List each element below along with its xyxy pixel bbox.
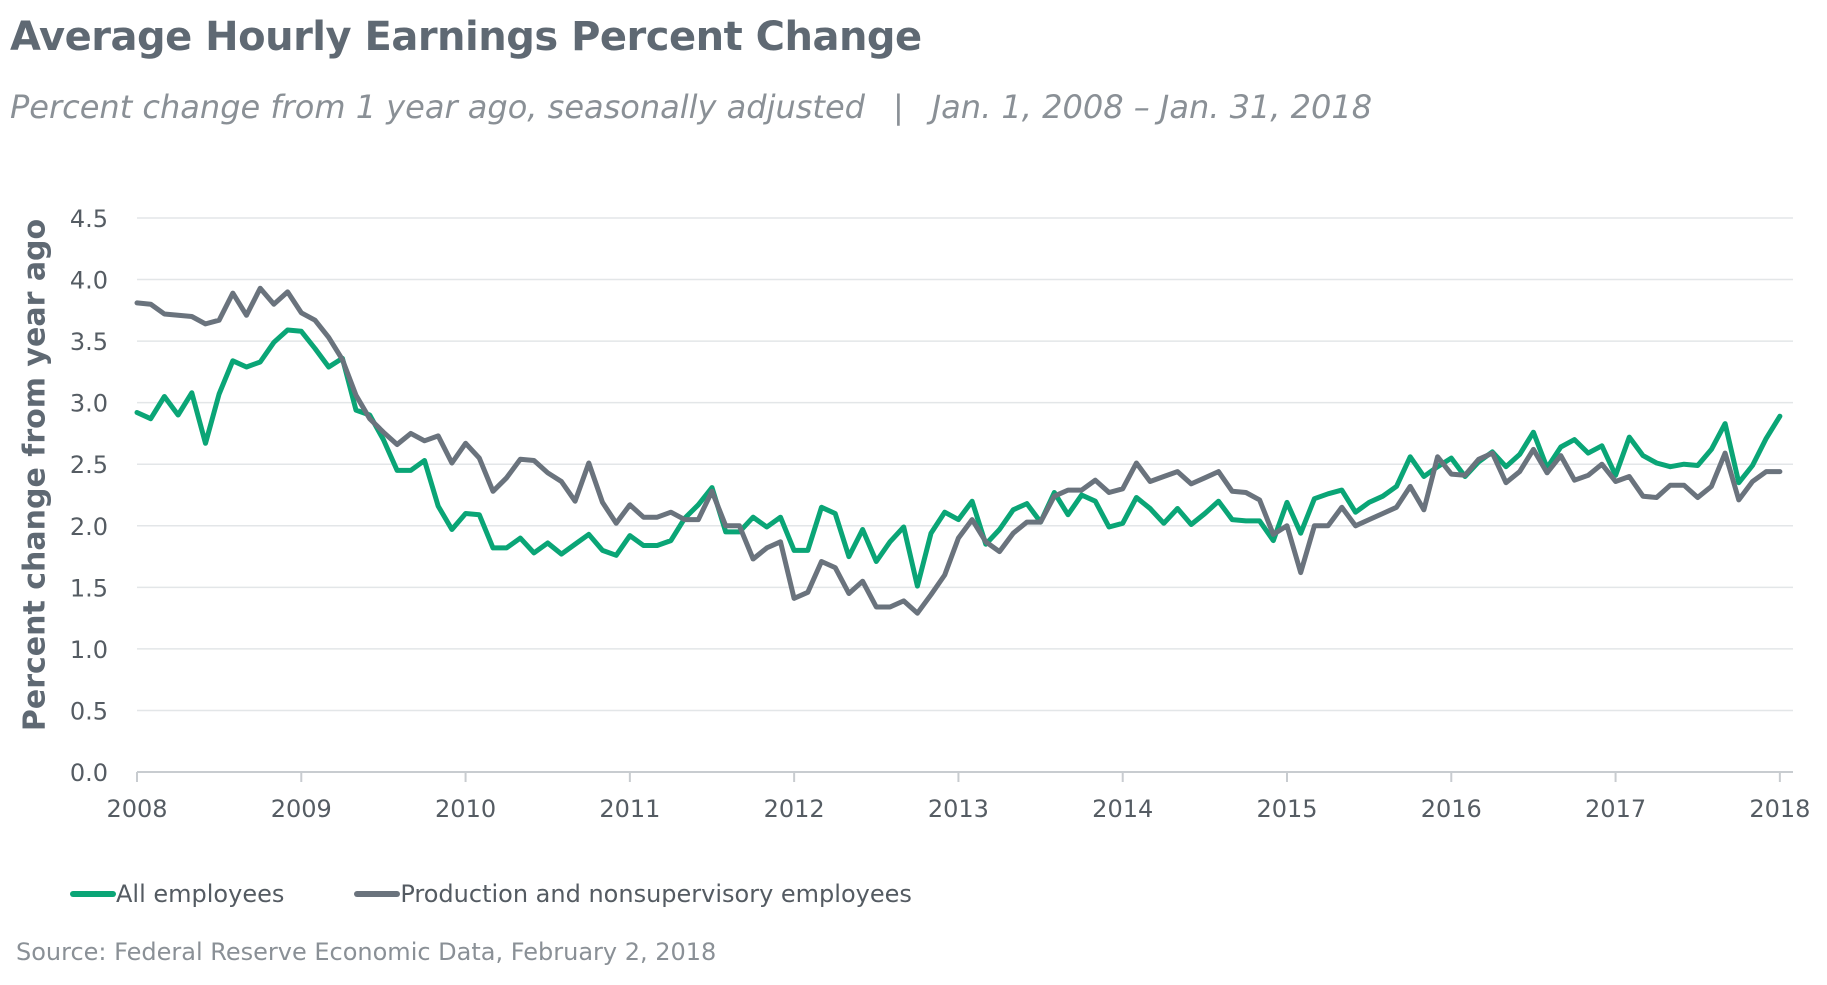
legend-item-production-employees: Production and nonsupervisory employees [354,880,912,908]
series-line-all [134,327,1783,589]
y-tick-label: 0.5 [70,697,108,725]
subtitle-description: Percent change from 1 year ago, seasonal… [10,88,865,126]
series-lines [134,285,1783,616]
subtitle-date-range: Jan. 1, 2008 – Jan. 31, 2018 [931,88,1373,126]
legend-swatch-all-employees [70,891,116,897]
x-tick-label: 2011 [599,795,660,823]
x-tick-label: 2008 [106,795,167,823]
chart-subtitle: Percent change from 1 year ago, seasonal… [10,88,1372,126]
y-tick-label: 3.5 [70,328,108,356]
chart-title: Average Hourly Earnings Percent Change [10,14,922,60]
y-tick-label: 2.0 [70,513,108,541]
y-tick-label: 2.5 [70,451,108,479]
x-tick-label: 2012 [764,795,825,823]
y-tick-label: 4.0 [70,267,108,295]
legend-label-all-employees: All employees [116,880,285,908]
y-tick-label: 1.5 [70,574,108,602]
y-tick-label: 0.0 [70,759,108,787]
x-tick-label: 2018 [1749,795,1810,823]
legend: All employees Production and nonsupervis… [70,880,982,908]
x-tick-label: 2009 [271,795,332,823]
legend-swatch-production-employees [354,891,401,897]
x-tick-label: 2010 [435,795,496,823]
subtitle-separator: | [892,88,904,126]
y-axis-tick-labels: 0.0 0.5 1.0 1.5 2.0 2.5 3.0 3.5 4.0 4.5 [70,205,108,787]
y-axis-label: Percent change from year ago [18,219,53,731]
x-tick-label: 2017 [1585,795,1646,823]
x-tick-label: 2014 [1092,795,1153,823]
x-axis: 2008 2009 2010 2011 2012 2013 2014 2015 2016 2017… [106,771,1810,823]
x-tick-label: 2015 [1256,795,1317,823]
y-tick-label: 1.0 [70,636,108,664]
x-tick-label: 2016 [1421,795,1482,823]
source-note: Source: Federal Reserve Economic Data, F… [16,938,717,966]
x-tick-label: 2013 [928,795,989,823]
y-tick-label: 3.0 [70,390,108,418]
legend-item-all-employees: All employees [70,880,284,908]
series-line-prod [134,285,1783,616]
y-tick-label: 4.5 [70,205,108,233]
legend-label-production-employees: Production and nonsupervisory employees [400,880,912,908]
